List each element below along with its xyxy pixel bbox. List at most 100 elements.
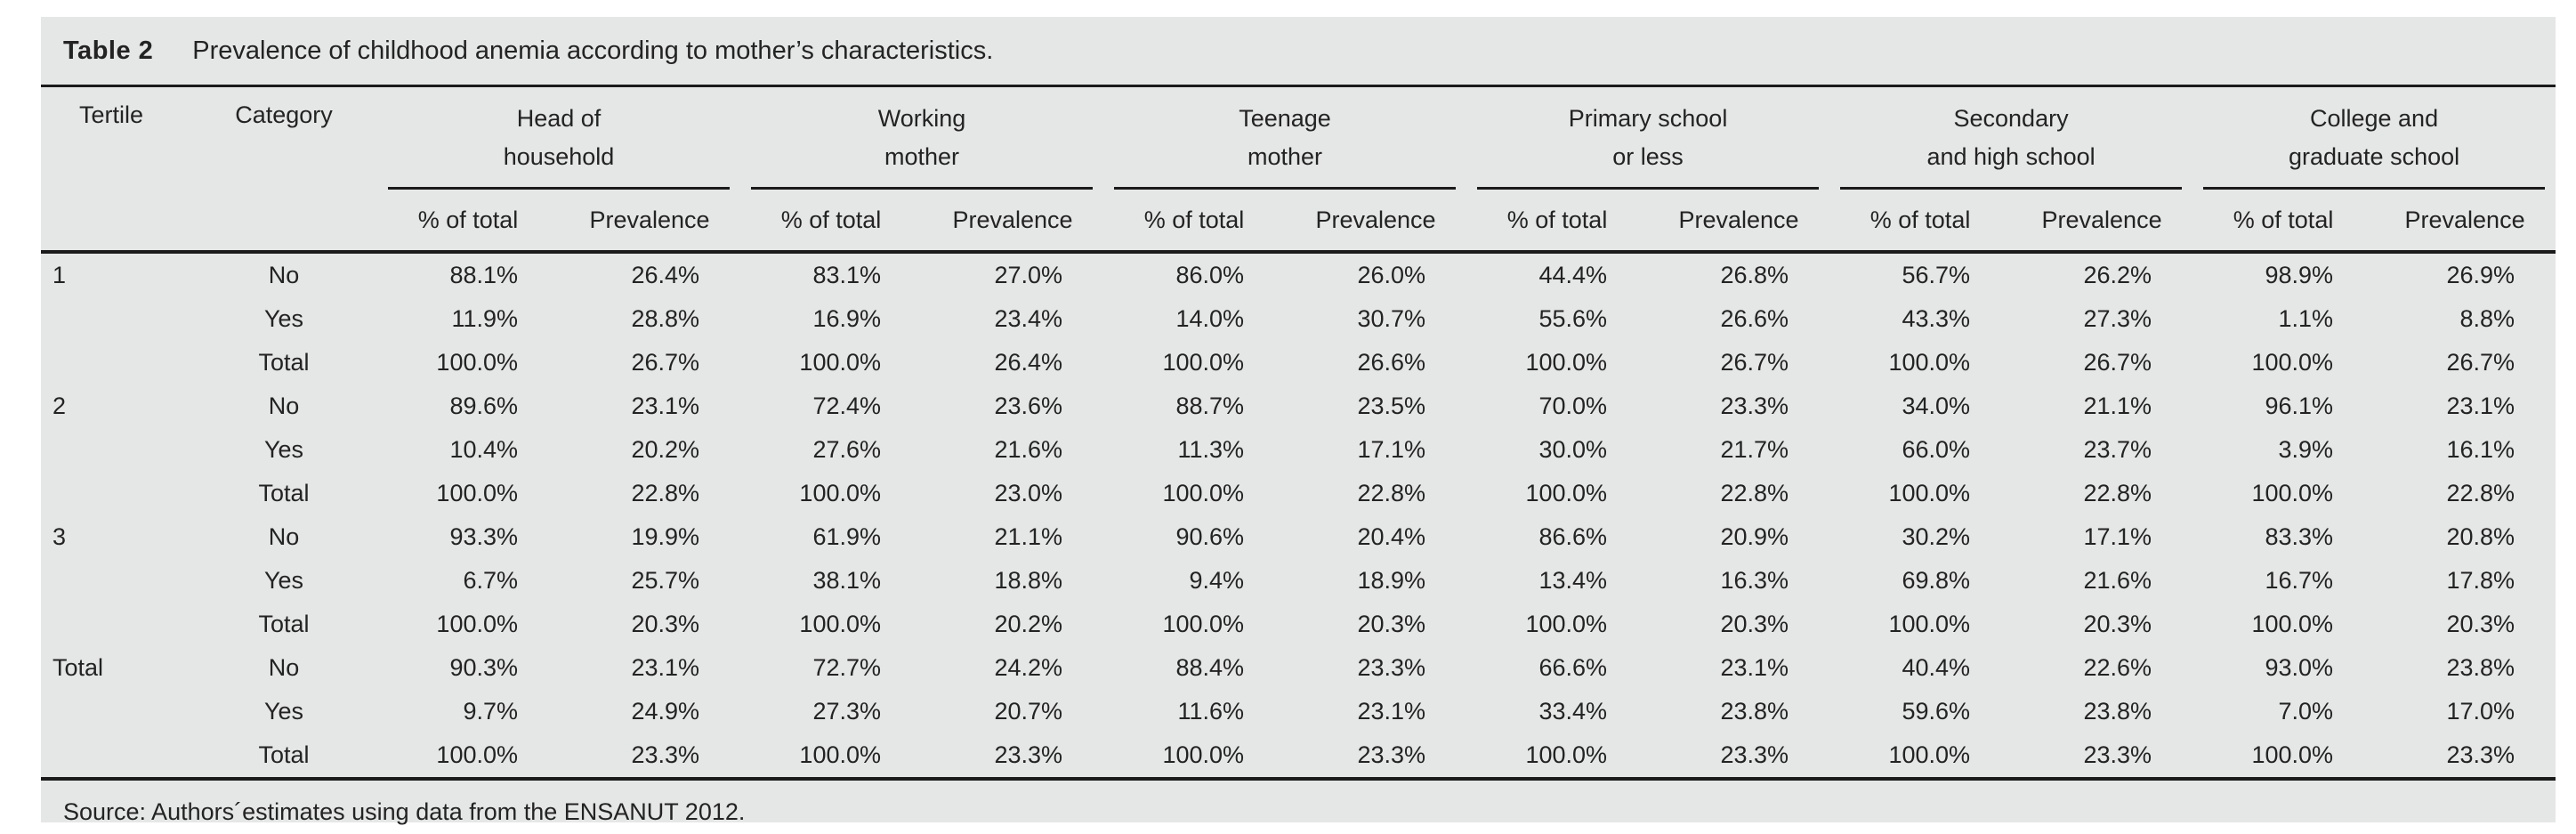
subheader-pct-of-total: % of total [377, 190, 559, 254]
value-cell: 22.8% [2446, 480, 2515, 506]
table-row: 2 No 89.6% 23.1% 72.4% 23.6% 88.7% 23.5%… [41, 385, 2556, 428]
value-cell: 14.0% [1175, 305, 1245, 332]
tertile-cell [41, 341, 190, 385]
value-cell: 88.7% [1175, 393, 1245, 419]
tertile-cell [41, 603, 190, 646]
value-cell: 11.9% [451, 305, 518, 332]
sub-header-row: % of total Prevalence % of total Prevale… [41, 190, 2556, 254]
subheader-prevalence: Prevalence [922, 190, 1104, 254]
value-cell: 25.7% [631, 567, 699, 594]
value-cell: 22.8% [1720, 480, 1789, 506]
table-row: 3 No 93.3% 19.9% 61.9% 21.1% 90.6% 20.4%… [41, 515, 2556, 559]
table-title-text: Prevalence of childhood anemia according… [192, 36, 994, 65]
group-label-line1: Teenage [1239, 105, 1331, 132]
category-cell: Yes [263, 305, 304, 332]
value-cell: 93.3% [449, 523, 518, 550]
group-label: Secondary and high school [1840, 100, 2183, 190]
category-cell: Total [258, 480, 310, 506]
value-cell: 20.2% [631, 436, 699, 463]
value-cell: 72.4% [812, 393, 881, 419]
value-cell: 26.2% [2083, 262, 2152, 288]
value-cell: 6.7% [463, 567, 518, 594]
table-panel: Table 2 Prevalence of childhood anemia a… [41, 17, 2556, 825]
group-label: Head of household [388, 100, 730, 190]
value-cell: 30.7% [1357, 305, 1426, 332]
value-cell: 59.6% [1902, 698, 1971, 725]
table-row: Total 100.0% 20.3% 100.0% 20.2% 100.0% 2… [41, 603, 2556, 646]
value-cell: 100.0% [436, 611, 518, 637]
value-cell: 100.0% [1162, 349, 1245, 376]
value-cell: 100.0% [1525, 741, 1608, 768]
value-cell: 61.9% [812, 523, 881, 550]
tertile-cell [41, 690, 190, 733]
value-cell: 17.1% [1357, 436, 1426, 463]
group-label-line2: and high school [1926, 143, 2096, 170]
value-cell: 100.0% [799, 741, 881, 768]
table-caption: Table 2 Prevalence of childhood anemia a… [41, 17, 2556, 87]
value-cell: 23.8% [2083, 698, 2152, 725]
value-cell: 17.1% [2083, 523, 2152, 550]
value-cell: 22.8% [631, 480, 699, 506]
value-cell: 21.6% [994, 436, 1063, 463]
tertile-cell: 2 [52, 393, 67, 419]
value-cell: 26.9% [2446, 262, 2515, 288]
value-cell: 23.1% [1357, 698, 1426, 725]
value-cell: 30.2% [1902, 523, 1971, 550]
category-cell: Yes [263, 698, 304, 725]
group-label-line1: Head of [516, 105, 602, 132]
group-label-line1: Working [877, 105, 966, 132]
value-cell: 13.4% [1538, 567, 1608, 594]
value-cell: 1.1% [2278, 305, 2334, 332]
value-cell: 17.0% [2446, 698, 2515, 725]
value-cell: 66.0% [1902, 436, 1971, 463]
value-cell: 100.0% [1525, 480, 1608, 506]
table-row: Yes 6.7% 25.7% 38.1% 18.8% 9.4% 18.9% 13… [41, 559, 2556, 603]
value-cell: 90.3% [449, 654, 518, 681]
value-cell: 20.3% [631, 611, 699, 637]
value-cell: 28.8% [631, 305, 699, 332]
subheader-prevalence: Prevalence [1648, 190, 1830, 254]
value-cell: 16.1% [2446, 436, 2515, 463]
value-cell: 100.0% [436, 349, 518, 376]
table-body: 1 No 88.1% 26.4% 83.1% 27.0% 86.0% 26.0%… [41, 252, 2556, 779]
value-cell: 23.3% [2083, 741, 2152, 768]
group-label: Working mother [751, 100, 1094, 190]
value-cell: 66.6% [1538, 654, 1608, 681]
value-cell: 100.0% [1888, 480, 1971, 506]
value-cell: 100.0% [799, 611, 881, 637]
value-cell: 38.1% [812, 567, 881, 594]
value-cell: 69.8% [1902, 567, 1971, 594]
subheader-pct-of-total: % of total [2192, 190, 2375, 254]
value-cell: 26.7% [1720, 349, 1789, 376]
value-cell: 7.0% [2278, 698, 2334, 725]
value-cell: 26.7% [2446, 349, 2515, 376]
value-cell: 9.7% [463, 698, 518, 725]
value-cell: 20.9% [1720, 523, 1789, 550]
value-cell: 21.1% [994, 523, 1063, 550]
value-cell: 23.1% [1720, 654, 1789, 681]
value-cell: 100.0% [436, 480, 518, 506]
value-cell: 22.6% [2083, 654, 2152, 681]
group-header-primary-school-or-less: Primary school or less [1466, 87, 1829, 190]
category-cell: Total [258, 741, 310, 768]
group-header-college-and-graduate-school: College and graduate school [2192, 87, 2556, 190]
category-cell: No [268, 262, 300, 288]
table-number-label: Table 2 [63, 36, 154, 65]
value-cell: 24.2% [994, 654, 1063, 681]
value-cell: 23.7% [2083, 436, 2152, 463]
value-cell: 27.3% [812, 698, 881, 725]
value-cell: 100.0% [1525, 349, 1608, 376]
value-cell: 26.0% [1357, 262, 1426, 288]
value-cell: 22.8% [2083, 480, 2152, 506]
value-cell: 93.0% [2265, 654, 2334, 681]
value-cell: 20.2% [994, 611, 1063, 637]
value-cell: 23.3% [1357, 741, 1426, 768]
table-row: Yes 11.9% 28.8% 16.9% 23.4% 14.0% 30.7% … [41, 297, 2556, 341]
value-cell: 21.6% [2083, 567, 2152, 594]
value-cell: 55.6% [1538, 305, 1608, 332]
value-cell: 27.6% [812, 436, 881, 463]
value-cell: 16.7% [2265, 567, 2334, 594]
tertile-cell [41, 733, 190, 779]
value-cell: 23.3% [1720, 741, 1789, 768]
subheader-pct-of-total: % of total [1829, 190, 2012, 254]
